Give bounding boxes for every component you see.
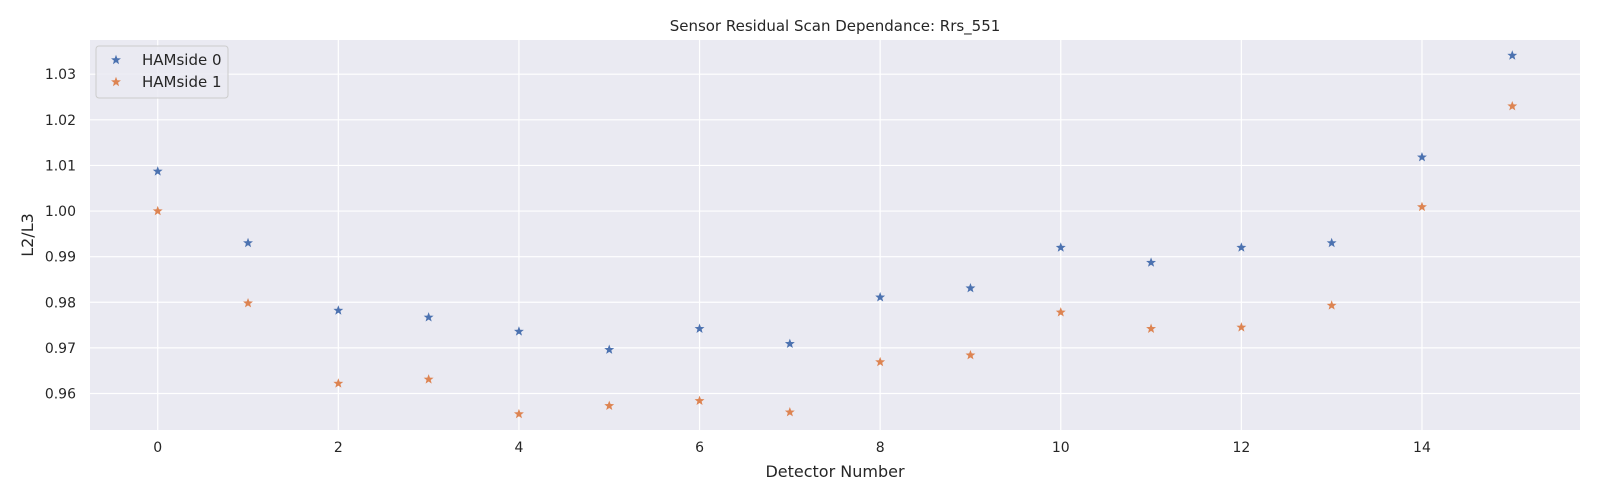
y-tick-label: 0.98 [45,295,76,311]
data-point [1055,307,1066,317]
data-point [513,326,524,336]
series-hamside-1 [152,100,1518,419]
y-tick-label: 1.01 [45,158,76,174]
data-point [1326,300,1337,310]
data-point [1507,50,1518,60]
data-point [423,312,434,322]
plot-area [90,40,1580,430]
y-tick-label: 1.00 [45,204,76,220]
data-point [1417,152,1427,162]
x-tick-label: 0 [153,440,162,456]
y-tick-label: 0.97 [45,341,76,357]
data-point [513,408,524,419]
data-point [333,378,344,388]
y-tick-label: 1.03 [45,67,76,83]
legend-marker [111,54,121,65]
data-point [1417,201,1427,212]
data-point [965,349,976,360]
y-tick-label: 0.96 [45,387,76,403]
series-hamside-0 [152,50,1518,354]
data-point [965,282,976,293]
x-axis-label: Detector Number [765,462,905,481]
y-tick-label: 0.99 [45,250,76,266]
x-tick-label: 2 [334,440,343,456]
chart-title: Sensor Residual Scan Dependance: Rrs_551 [670,17,1001,36]
data-point [1507,100,1518,111]
y-axis-label: L2/L3 [18,213,37,257]
data-point [1146,257,1157,267]
data-point [333,305,344,315]
legend-label: HAMside 1 [142,73,222,91]
data-point [694,395,705,406]
data-point [1055,242,1066,252]
data-point [1326,237,1337,248]
data-point [152,205,163,216]
x-tick-label: 10 [1052,440,1070,456]
data-point [875,292,886,302]
data-point [1146,323,1157,333]
data-point [875,356,886,367]
data-points [152,50,1518,419]
data-point [784,338,795,348]
data-point [1236,322,1247,332]
x-tick-label: 14 [1413,440,1431,456]
legend-marker [111,76,121,87]
data-point [604,400,615,411]
x-tick-label: 12 [1232,440,1250,456]
data-point [1236,242,1247,252]
y-tick-label: 1.02 [45,113,76,129]
x-tick-label: 8 [876,440,885,456]
data-point [423,374,434,384]
x-tick-label: 4 [514,440,523,456]
data-point [243,297,253,308]
data-point [243,237,253,248]
legend-label: HAMside 0 [142,51,222,69]
tick-labels: 0 2 4 6 8 10 12 14 0.96 0.97 0.98 0.99 1.00 1.01 1.02 1… [45,67,1431,456]
legend-box [95,45,229,99]
data-point [152,166,163,176]
legend: HAMside 0 HAMside 1 [95,45,229,99]
data-point [784,407,795,417]
data-point [694,323,705,333]
x-tick-label: 6 [695,440,704,456]
data-point [604,344,615,354]
